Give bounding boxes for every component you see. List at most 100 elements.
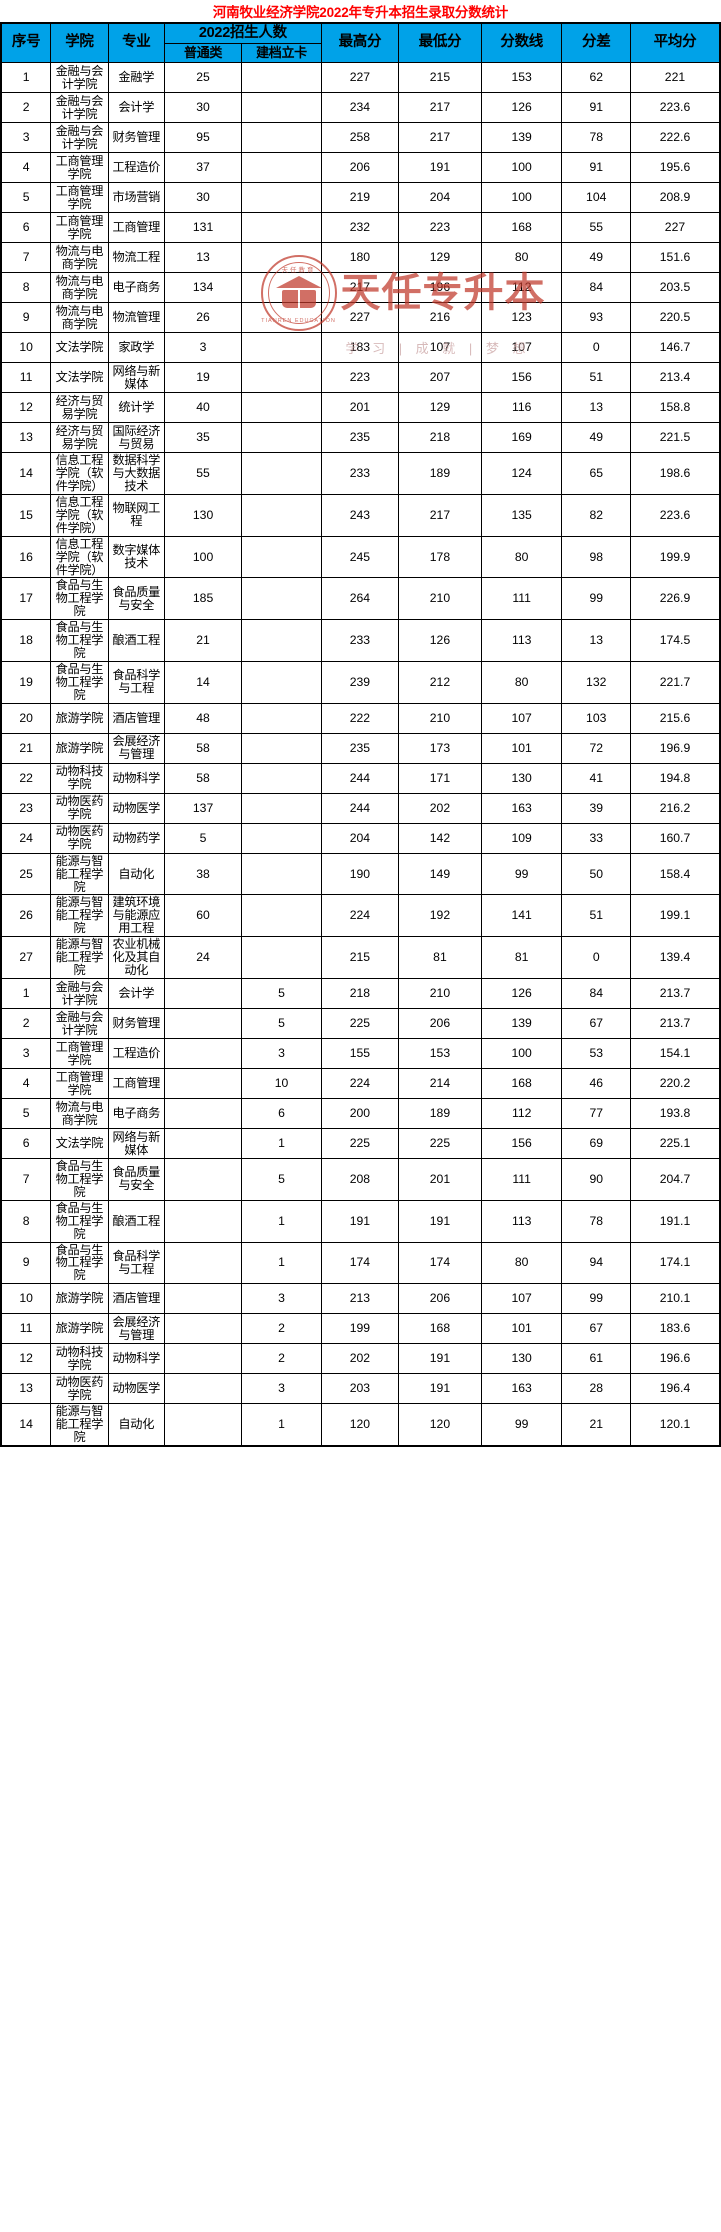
cell-major: 国际经济与贸易 <box>107 422 165 454</box>
cell-enroll-poverty <box>241 852 322 896</box>
cell-diff: 51 <box>561 362 631 394</box>
cell-index: 14 <box>0 1403 52 1447</box>
cell-cutline: 111 <box>480 1158 563 1201</box>
cell-cutline: 168 <box>480 212 563 244</box>
cell-lowest: 129 <box>398 392 482 424</box>
cell-major: 工商管理 <box>107 1068 165 1100</box>
cell-highest: 217 <box>320 272 400 304</box>
table-row: 8 食品与生物工程学院 酿酒工程 1 191 191 113 78 191.1 <box>0 1199 721 1243</box>
cell-cutline: 81 <box>480 936 563 980</box>
cell-diff: 78 <box>561 1199 631 1243</box>
cell-highest: 200 <box>320 1098 400 1130</box>
cell-highest: 208 <box>320 1158 400 1201</box>
cell-enroll-poverty <box>241 182 322 214</box>
cell-diff: 69 <box>561 1128 631 1160</box>
cell-enroll-poverty: 2 <box>241 1313 322 1345</box>
cell-index: 23 <box>0 792 52 824</box>
table-row: 1 金融与会计学院 会计学 5 218 210 126 84 213.7 <box>0 978 721 1010</box>
cell-index: 19 <box>0 660 52 704</box>
header-row-sub: 普通类 建档立卡 <box>1 43 720 64</box>
cell-diff: 0 <box>561 332 631 364</box>
cell-average: 226.9 <box>629 577 721 621</box>
cell-major: 酿酒工程 <box>107 619 165 662</box>
cell-highest: 223 <box>320 362 400 394</box>
cell-enroll-normal: 30 <box>163 182 243 214</box>
cell-highest: 218 <box>320 978 400 1010</box>
table-row: 9 食品与生物工程学院 食品科学与工程 1 174 174 80 94 174.1 <box>0 1241 721 1285</box>
cell-lowest: 196 <box>398 272 482 304</box>
cell-highest: 235 <box>320 422 400 454</box>
cell-average: 158.8 <box>629 392 721 424</box>
cell-cutline: 123 <box>480 302 563 334</box>
cell-college: 物流与电商学院 <box>50 272 109 304</box>
cell-enroll-normal: 185 <box>163 577 243 621</box>
cell-highest: 239 <box>320 660 400 704</box>
cell-index: 11 <box>0 362 52 394</box>
cell-enroll-poverty: 3 <box>241 1283 322 1315</box>
cell-enroll-normal: 60 <box>163 894 243 938</box>
cell-enroll-normal: 5 <box>163 822 243 854</box>
col-header-cutline: 分数线 <box>480 22 563 64</box>
cell-major: 会计学 <box>107 978 165 1010</box>
cell-diff: 82 <box>561 493 631 537</box>
cell-lowest: 206 <box>398 1008 482 1040</box>
table-row: 13 动物医药学院 动物医学 3 203 191 163 28 196.4 <box>0 1373 721 1405</box>
table-row: 25 能源与智能工程学院 自动化 38 190 149 99 50 158.4 <box>0 852 721 896</box>
cell-major: 物联网工程 <box>107 493 165 537</box>
cell-diff: 77 <box>561 1098 631 1130</box>
table-row: 2 金融与会计学院 会计学 30 234 217 126 91 223.6 <box>0 92 721 124</box>
cell-highest: 233 <box>320 619 400 662</box>
cell-cutline: 107 <box>480 332 563 364</box>
cell-lowest: 212 <box>398 660 482 704</box>
cell-index: 7 <box>0 242 52 274</box>
cell-lowest: 201 <box>398 1158 482 1201</box>
cell-enroll-poverty <box>241 732 322 764</box>
cell-index: 10 <box>0 332 52 364</box>
cell-highest: 215 <box>320 936 400 980</box>
cell-diff: 33 <box>561 822 631 854</box>
cell-diff: 53 <box>561 1038 631 1070</box>
cell-major: 自动化 <box>107 852 165 896</box>
cell-cutline: 139 <box>480 1008 563 1040</box>
cell-average: 222.6 <box>629 122 721 154</box>
cell-college: 能源与智能工程学院 <box>50 936 109 980</box>
cell-enroll-normal: 37 <box>163 152 243 184</box>
table-row: 14 信息工程学院（软件学院） 数据科学与大数据技术 55 233 189 124 65 198… <box>0 452 721 495</box>
cell-cutline: 169 <box>480 422 563 454</box>
cell-cutline: 111 <box>480 577 563 621</box>
cell-diff: 39 <box>561 792 631 824</box>
cell-diff: 94 <box>561 1241 631 1285</box>
cell-index: 4 <box>0 1068 52 1100</box>
cell-index: 13 <box>0 1373 52 1405</box>
cell-cutline: 126 <box>480 92 563 124</box>
cell-highest: 258 <box>320 122 400 154</box>
cell-lowest: 173 <box>398 732 482 764</box>
cell-diff: 99 <box>561 1283 631 1315</box>
cell-lowest: 168 <box>398 1313 482 1345</box>
cell-college: 食品与生物工程学院 <box>50 1241 109 1285</box>
cell-major: 建筑环境与能源应用工程 <box>107 894 165 938</box>
cell-enroll-poverty <box>241 493 322 537</box>
cell-college: 动物医药学院 <box>50 822 109 854</box>
table-row: 5 工商管理学院 市场营销 30 219 204 100 104 208.9 <box>0 182 721 214</box>
table-row: 22 动物科技学院 动物科学 58 244 171 130 41 194.8 <box>0 762 721 794</box>
table-row: 7 食品与生物工程学院 食品质量与安全 5 208 201 111 90 204.7 <box>0 1158 721 1201</box>
cell-index: 14 <box>0 452 52 495</box>
col-header-diff: 分差 <box>561 22 631 64</box>
cell-enroll-normal <box>163 1283 243 1315</box>
cell-diff: 55 <box>561 212 631 244</box>
table-row: 12 动物科技学院 动物科学 2 202 191 130 61 196.6 <box>0 1343 721 1375</box>
cell-average: 225.1 <box>629 1128 721 1160</box>
cell-average: 191.1 <box>629 1199 721 1243</box>
cell-diff: 67 <box>561 1008 631 1040</box>
table-row: 8 物流与电商学院 电子商务 134 217 196 112 84 203.5 <box>0 272 721 304</box>
cell-lowest: 217 <box>398 122 482 154</box>
cell-highest: 199 <box>320 1313 400 1345</box>
cell-major: 工商管理 <box>107 212 165 244</box>
cell-college: 动物医药学院 <box>50 792 109 824</box>
cell-major: 酒店管理 <box>107 1283 165 1315</box>
cell-highest: 183 <box>320 332 400 364</box>
col-header-index: 序号 <box>0 22 52 64</box>
cell-cutline: 153 <box>480 62 563 94</box>
